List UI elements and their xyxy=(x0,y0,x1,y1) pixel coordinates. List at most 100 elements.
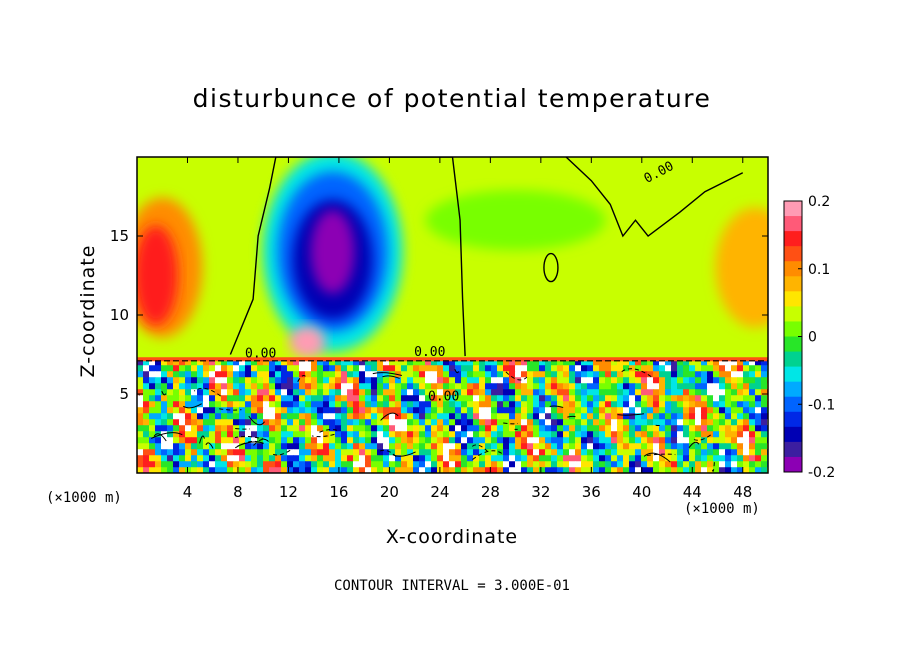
turbulence-cell xyxy=(251,437,258,444)
turbulence-cell xyxy=(185,425,192,432)
turbulence-cell xyxy=(713,371,720,378)
turbulence-cell xyxy=(665,389,672,396)
turbulence-cell xyxy=(647,455,654,462)
turbulence-cell xyxy=(191,413,198,420)
turbulence-cell xyxy=(365,383,372,390)
turbulence-cell xyxy=(467,419,474,426)
turbulence-contour xyxy=(505,371,528,381)
turbulence-cell xyxy=(251,407,258,414)
turbulence-cell xyxy=(257,467,264,473)
turbulence-cell xyxy=(377,461,384,468)
turbulence-cell xyxy=(263,437,270,444)
turbulence-cell xyxy=(275,461,282,468)
turbulence-cell xyxy=(305,425,312,432)
turbulence-cell xyxy=(431,449,438,456)
turbulence-cell xyxy=(353,413,360,420)
turbulence-cell xyxy=(605,461,612,468)
turbulence-cell xyxy=(479,383,486,390)
turbulence-cell xyxy=(563,383,570,390)
turbulence-cell xyxy=(431,365,438,372)
turbulence-cell xyxy=(353,443,360,450)
turbulence-cell xyxy=(695,371,702,378)
colorbar-swatch xyxy=(784,381,802,398)
turbulence-cell xyxy=(485,461,492,468)
turbulence-cell xyxy=(233,365,240,372)
anomaly-region xyxy=(715,207,768,328)
turbulence-cell xyxy=(227,359,234,366)
turbulence-cell xyxy=(437,425,444,432)
turbulence-cell xyxy=(443,407,450,414)
turbulence-cell xyxy=(737,461,744,468)
colorbar-swatch xyxy=(784,231,802,247)
turbulence-cell xyxy=(317,431,324,438)
turbulence-cell xyxy=(515,371,522,378)
turbulence-cell xyxy=(599,419,606,426)
turbulence-cell xyxy=(737,437,744,444)
turbulence-cell xyxy=(161,437,168,444)
turbulence-cell xyxy=(557,389,564,396)
turbulence-cell xyxy=(575,395,582,402)
turbulence-cell xyxy=(539,365,546,372)
turbulence-cell xyxy=(755,377,762,384)
turbulence-cell xyxy=(161,413,168,420)
turbulence-cell xyxy=(143,383,150,390)
turbulence-cell xyxy=(401,359,408,366)
turbulence-cell xyxy=(551,389,558,396)
turbulence-cell xyxy=(173,395,180,402)
turbulence-cell xyxy=(461,395,468,402)
turbulence-cell xyxy=(713,425,720,432)
turbulence-cell xyxy=(683,365,690,372)
turbulence-cell xyxy=(275,419,282,426)
turbulence-cell xyxy=(317,413,324,420)
turbulence-cell xyxy=(425,455,432,462)
turbulence-cell xyxy=(269,395,276,402)
turbulence-cell xyxy=(527,365,534,372)
turbulence-cell xyxy=(395,413,402,420)
turbulence-cell xyxy=(155,401,162,408)
turbulence-cell xyxy=(221,371,228,378)
turbulence-cell xyxy=(185,389,192,396)
turbulence-cell xyxy=(155,383,162,390)
turbulence-cell xyxy=(167,395,174,402)
turbulence-cell xyxy=(599,449,606,456)
turbulence-cell xyxy=(167,467,174,473)
turbulence-cell xyxy=(617,395,624,402)
turbulence-cell xyxy=(407,449,414,456)
turbulence-cell xyxy=(191,425,198,432)
turbulence-cell xyxy=(251,461,258,468)
turbulence-cell xyxy=(527,425,534,432)
turbulence-cell xyxy=(713,419,720,426)
turbulence-cell xyxy=(665,449,672,456)
turbulence-cell xyxy=(251,431,258,438)
turbulence-cell xyxy=(365,467,372,473)
turbulence-cell xyxy=(227,371,234,378)
turbulence-cell xyxy=(707,455,714,462)
turbulence-cell xyxy=(383,443,390,450)
turbulence-cell xyxy=(407,389,414,396)
turbulence-cell xyxy=(545,467,552,473)
turbulence-cell xyxy=(611,371,618,378)
turbulence-cell xyxy=(215,431,222,438)
turbulence-cell xyxy=(761,425,768,432)
turbulence-cell xyxy=(473,467,480,473)
turbulence-cell xyxy=(215,401,222,408)
turbulence-cell xyxy=(179,389,186,396)
turbulence-cell xyxy=(197,449,204,456)
turbulence-cell xyxy=(755,401,762,408)
colorbar-swatch xyxy=(784,291,802,307)
turbulence-cell xyxy=(521,443,528,450)
turbulence-cell xyxy=(449,365,456,372)
turbulence-cell xyxy=(491,401,498,408)
turbulence-cell xyxy=(437,461,444,468)
turbulence-cell xyxy=(509,359,516,366)
turbulence-cell xyxy=(755,419,762,426)
turbulence-cell xyxy=(401,437,408,444)
turbulence-cell xyxy=(185,461,192,468)
turbulence-cell xyxy=(335,383,342,390)
turbulence-cell xyxy=(521,437,528,444)
turbulence-cell xyxy=(239,395,246,402)
z-axis-label: Z-coordinate xyxy=(77,244,99,378)
turbulence-cell xyxy=(539,401,546,408)
turbulence-cell xyxy=(161,383,168,390)
turbulence-cell xyxy=(365,389,372,396)
